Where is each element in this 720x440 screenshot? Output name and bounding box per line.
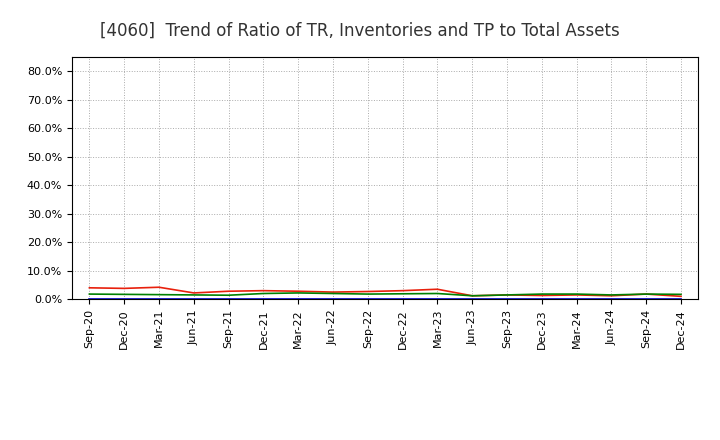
Trade Receivables	[225, 289, 233, 294]
Trade Payables	[294, 290, 302, 296]
Trade Payables	[398, 291, 407, 297]
Trade Payables	[364, 291, 372, 297]
Trade Receivables	[642, 291, 651, 297]
Trade Receivables	[364, 289, 372, 294]
Trade Receivables	[468, 293, 477, 298]
Inventories	[85, 296, 94, 301]
Trade Receivables	[120, 286, 129, 291]
Inventories	[294, 296, 302, 301]
Trade Payables	[155, 292, 163, 297]
Inventories	[468, 296, 477, 301]
Trade Receivables	[259, 288, 268, 293]
Inventories	[433, 296, 442, 301]
Trade Payables	[537, 291, 546, 297]
Trade Payables	[503, 292, 511, 297]
Inventories	[364, 296, 372, 301]
Inventories	[398, 296, 407, 301]
Inventories	[572, 296, 581, 301]
Trade Receivables	[85, 285, 94, 290]
Trade Receivables	[398, 288, 407, 293]
Trade Receivables	[294, 289, 302, 294]
Trade Payables	[572, 291, 581, 297]
Trade Payables	[328, 291, 337, 296]
Inventories	[607, 296, 616, 301]
Trade Receivables	[537, 293, 546, 298]
Text: [4060]  Trend of Ratio of TR, Inventories and TP to Total Assets: [4060] Trend of Ratio of TR, Inventories…	[100, 22, 620, 40]
Inventories	[677, 296, 685, 301]
Trade Payables	[642, 291, 651, 297]
Line: Trade Payables: Trade Payables	[89, 293, 681, 296]
Trade Payables	[225, 293, 233, 298]
Inventories	[155, 296, 163, 301]
Trade Receivables	[189, 290, 198, 296]
Inventories	[503, 296, 511, 301]
Trade Receivables	[607, 293, 616, 298]
Inventories	[537, 296, 546, 301]
Trade Receivables	[155, 285, 163, 290]
Inventories	[189, 296, 198, 301]
Inventories	[328, 296, 337, 301]
Trade Payables	[85, 291, 94, 297]
Inventories	[120, 296, 129, 301]
Line: Trade Receivables: Trade Receivables	[89, 287, 681, 297]
Trade Payables	[189, 292, 198, 297]
Trade Payables	[607, 292, 616, 297]
Trade Receivables	[572, 292, 581, 297]
Trade Receivables	[677, 294, 685, 299]
Trade Payables	[120, 292, 129, 297]
Trade Payables	[259, 291, 268, 296]
Trade Payables	[433, 291, 442, 296]
Inventories	[259, 296, 268, 301]
Trade Receivables	[433, 286, 442, 292]
Inventories	[642, 296, 651, 301]
Trade Receivables	[328, 290, 337, 295]
Trade Payables	[677, 292, 685, 297]
Trade Payables	[468, 293, 477, 298]
Trade Receivables	[503, 292, 511, 297]
Inventories	[225, 296, 233, 301]
